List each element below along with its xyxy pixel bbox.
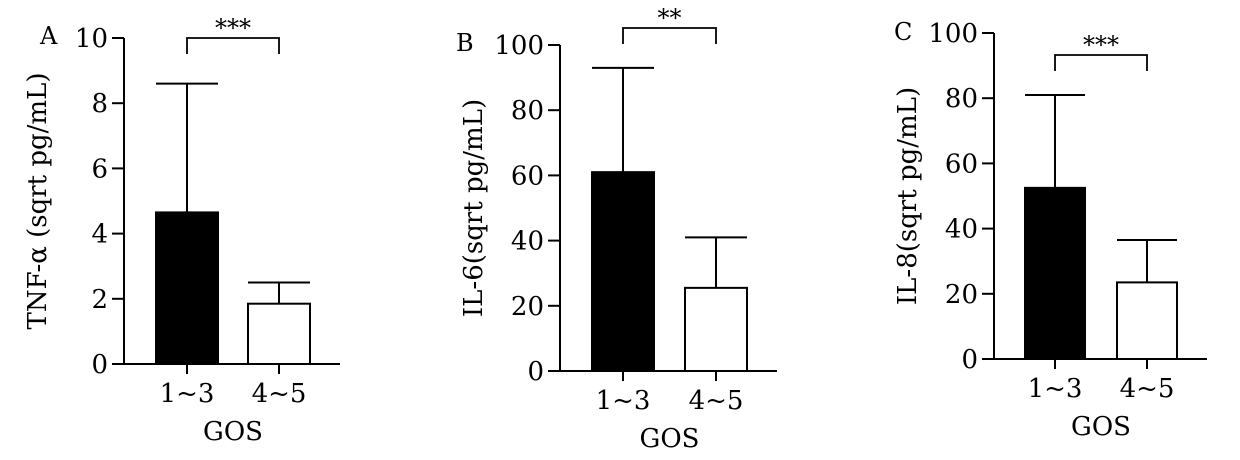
bar: [591, 171, 655, 372]
y-tick-label: 6: [91, 154, 108, 184]
significance-bracket: [186, 37, 280, 54]
x-tick-label: 4~5: [689, 386, 744, 416]
y-tick-label: 0: [961, 345, 978, 375]
bar: [247, 302, 311, 366]
y-tick-label: 0: [91, 350, 108, 380]
bar: [1024, 186, 1086, 360]
panel-label: A: [39, 22, 58, 50]
y-tick-label: 80: [945, 84, 978, 114]
y-tick-label: 60: [511, 161, 544, 191]
y-axis-title: IL-6(sqrt pg/mL): [459, 99, 489, 317]
panel-a: A 0 2 4 6 8 10 1~3 4~5 *** GOS TNF-α (sqrt pg/mL): [23, 14, 340, 447]
y-tick-label: 40: [511, 227, 544, 257]
panel-label: C: [894, 18, 912, 46]
y-tick-label: 80: [511, 96, 544, 126]
y-tick-label: 2: [91, 285, 108, 315]
y-tick-label: 8: [91, 89, 108, 119]
x-tick-label: 1~3: [596, 386, 651, 416]
significance-bracket: [1054, 54, 1148, 71]
y-axis-title: TNF-α (sqrt pg/mL): [23, 73, 53, 330]
significance-stars: ***: [215, 14, 251, 42]
significance-bracket: [622, 27, 717, 44]
y-tick-label: 100: [928, 19, 978, 49]
bar: [155, 211, 219, 365]
y-tick-label: 20: [511, 292, 544, 322]
y-axis-title: IL-8(sqrt pg/mL): [893, 87, 923, 305]
y-tick-label: 60: [945, 149, 978, 179]
x-axis-title: GOS: [203, 417, 263, 447]
x-tick-label: 1~3: [1028, 374, 1083, 404]
significance-stars: ***: [1083, 31, 1119, 59]
bar: [684, 286, 748, 372]
y-tick-label: 0: [527, 357, 544, 387]
significance-stars: **: [658, 4, 682, 32]
y-tick-label: 4: [91, 220, 108, 250]
y-tick-label: 100: [494, 31, 544, 61]
x-axis-title: GOS: [640, 424, 700, 454]
y-tick-label: 40: [945, 215, 978, 245]
y-tick-label: 10: [75, 24, 108, 54]
x-tick-label: 4~5: [1120, 374, 1175, 404]
panel-b: B 0 20 40 60 80 100 1~3 4~5 ** GOS IL-6(sqrt pg/mL): [456, 4, 777, 454]
x-tick-label: 4~5: [252, 379, 307, 409]
y-tick-label: 20: [945, 280, 978, 310]
x-tick-label: 1~3: [160, 379, 215, 409]
x-axis-title: GOS: [1071, 412, 1131, 442]
bar: [1116, 281, 1178, 361]
panel-c: C 0 20 40 60 80 100 1~3 4~5 *** GOS IL-8(sqrt pg/mL…: [893, 18, 1207, 442]
panel-label: B: [456, 29, 474, 57]
